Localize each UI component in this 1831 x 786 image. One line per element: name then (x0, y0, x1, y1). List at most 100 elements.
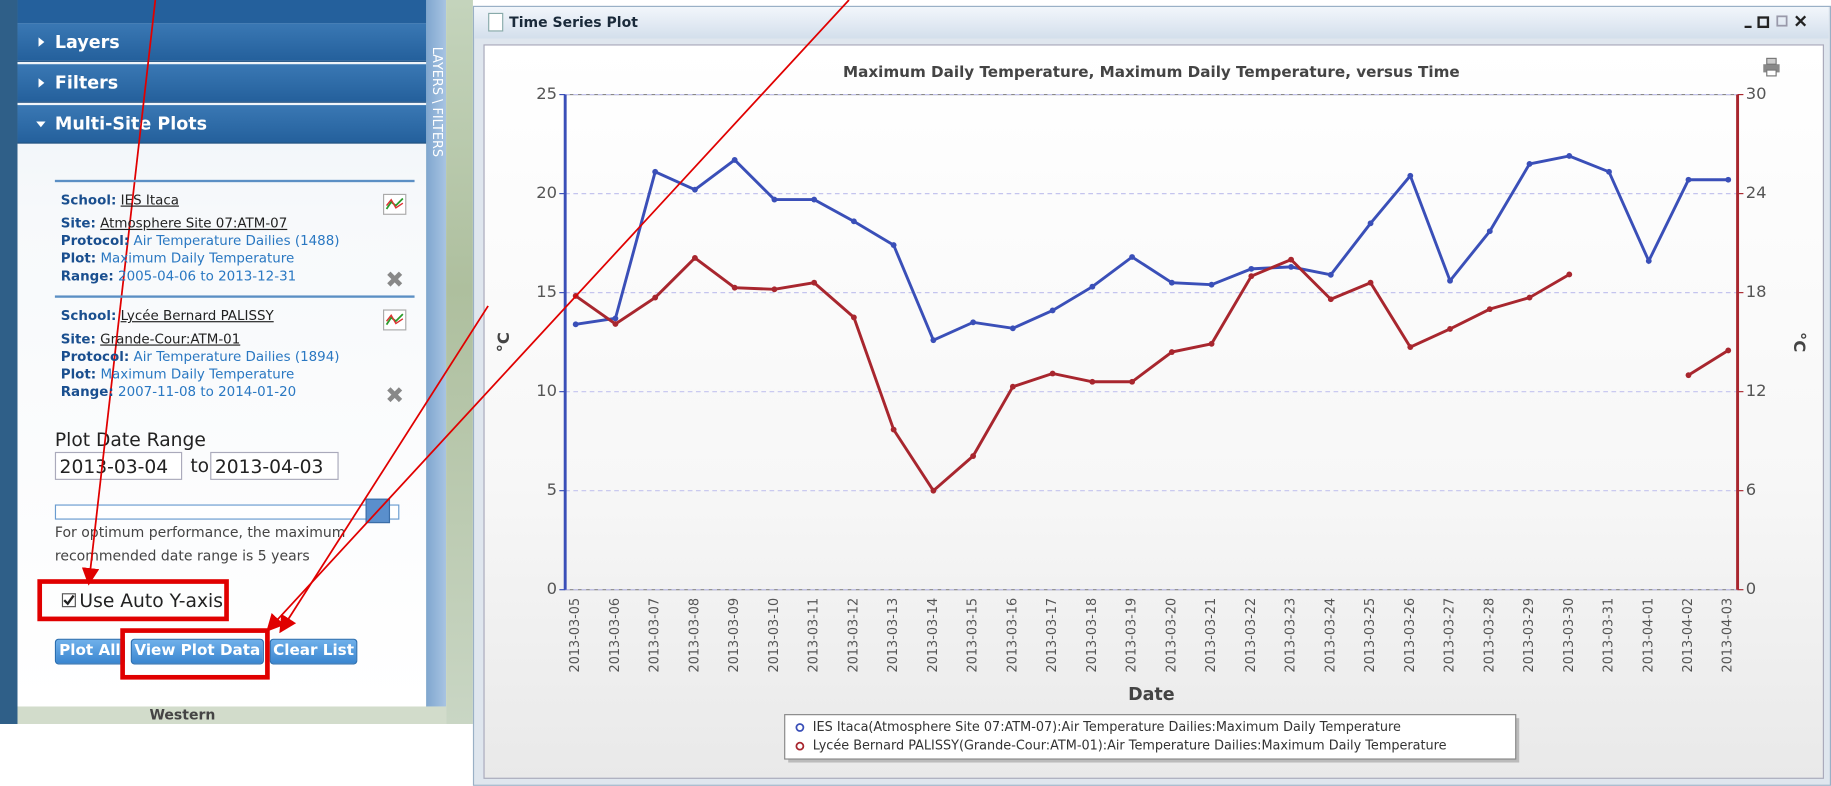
data-point (1685, 372, 1692, 379)
data-point (1367, 220, 1374, 227)
data-point (1526, 294, 1533, 301)
protocol-label: Protocol: (60, 232, 130, 249)
data-point (771, 196, 778, 203)
legend (784, 714, 1517, 760)
window-titlebar (474, 7, 1829, 39)
button[interactable]: Plot All (54, 638, 125, 665)
map-label: Western (149, 706, 216, 723)
site-entry: School: IES Itaca Site: Atmosphere Site 0… (54, 179, 415, 297)
entry-row: Site: Atmosphere Site 07:ATM-07 (61, 215, 288, 231)
site-value: Atmosphere Site 07:ATM-07 (100, 214, 288, 232)
button[interactable]: Clear List (269, 638, 358, 665)
window-controls[interactable] (1740, 12, 1828, 33)
x-tick-label: 2013-03-30 (1562, 598, 1577, 673)
plot-value: Maximum Daily Temperature (100, 249, 295, 267)
remove-icon[interactable] (387, 271, 403, 287)
x-tick-label: 2013-03-10 (767, 598, 782, 673)
data-point (1009, 383, 1016, 390)
remove-icon[interactable] (387, 387, 403, 403)
data-point (1208, 281, 1215, 288)
legend-marker (795, 723, 805, 732)
data-point (731, 284, 738, 291)
x-tick-label: 2013-03-11 (807, 598, 822, 673)
checkbox[interactable] (61, 593, 76, 608)
y-axis-label: °C (494, 332, 513, 352)
y-tick-label: 10 (536, 381, 557, 400)
y-tick-label: 0 (547, 579, 557, 598)
protocol-label: Protocol: (60, 347, 130, 365)
data-point (1049, 370, 1056, 377)
plot-icon[interactable] (383, 193, 407, 215)
legend-marker (795, 741, 805, 751)
highlight-box (120, 628, 270, 680)
section-header[interactable]: Multi-Site Plots (17, 105, 427, 144)
map-strip (0, 0, 18, 724)
plot-icon[interactable] (383, 309, 407, 331)
entry-row: School: Lycée Bernard PALISSY (61, 307, 274, 323)
y-tick-label: 25 (536, 84, 557, 103)
range-label: Range: (60, 383, 114, 400)
checkbox-label: Use Auto Y-axis (79, 589, 223, 612)
x-tick-label: 2013-03-18 (1085, 598, 1100, 673)
sidebar-top (17, 0, 427, 24)
start-date-input[interactable]: 2013-03-04 (54, 451, 183, 480)
x-tick-label: 2013-03-22 (1244, 598, 1259, 673)
legend-label: IES Itaca(Atmosphere Site 07:ATM-07):Air… (813, 720, 1401, 735)
print-icon[interactable] (1760, 56, 1783, 77)
x-axis-label: Date (1128, 685, 1175, 705)
data-point (1288, 263, 1294, 270)
data-point (1566, 153, 1573, 159)
chart-title: Maximum Daily Temperature, Maximum Daily… (843, 63, 1460, 81)
data-point (1288, 256, 1294, 263)
entry-row: Range: 2007-11-08 to 2014-01-20 (61, 383, 296, 399)
data-point (1645, 258, 1652, 264)
entry-row: Protocol: Air Temperature Dailies (1894) (61, 348, 340, 364)
x-tick-label: 2013-03-29 (1522, 598, 1537, 673)
x-tick-label: 2013-03-12 (846, 598, 861, 673)
x-tick-label: 2013-03-27 (1443, 598, 1458, 673)
data-point (1089, 283, 1096, 290)
site-entry: School: Lycée Bernard PALISSY Site: Grand… (54, 295, 415, 412)
arrow (279, 305, 489, 634)
data-point (692, 186, 698, 193)
section-header[interactable]: Filters (17, 64, 427, 103)
entry-row: Plot: Maximum Daily Temperature (61, 250, 294, 266)
section-header[interactable]: Layers (17, 23, 427, 62)
x-tick-label: 2013-03-24 (1323, 598, 1338, 673)
data-point (612, 315, 619, 322)
x-tick-label: 2013-03-28 (1482, 598, 1497, 673)
x-tick-label: 2013-03-07 (648, 598, 663, 673)
x-tick-label: 2013-03-31 (1602, 598, 1617, 673)
y2-tick-label: 0 (1746, 579, 1756, 598)
map (446, 0, 473, 724)
x-tick-label: 2013-03-16 (1005, 598, 1020, 673)
data-point (970, 319, 977, 326)
x-tick-label: 2013-03-20 (1164, 598, 1179, 673)
data-point (850, 218, 857, 225)
highlight-box (37, 579, 229, 622)
y2-tick-label: 18 (1746, 282, 1767, 301)
data-point (1486, 306, 1493, 313)
date-slider[interactable] (54, 504, 400, 520)
entry-row: Protocol: Air Temperature Dailies (1488) (61, 232, 340, 248)
y-tick-label: 20 (536, 183, 557, 202)
note: recommended date range is 5 years (54, 547, 310, 565)
entry-row: Plot: Maximum Daily Temperature (61, 365, 294, 381)
y2-tick-label: 6 (1746, 480, 1756, 499)
button[interactable]: View Plot Data (130, 638, 264, 665)
data-point (612, 321, 619, 327)
side-tab[interactable] (426, 0, 447, 707)
x-tick-label: 2013-03-09 (727, 598, 742, 673)
entry-row: School: IES Itaca (61, 192, 179, 208)
x-tick-label: 2013-03-15 (966, 598, 981, 673)
note: For optimum performance, the maximum (54, 524, 346, 541)
data-point (1327, 296, 1334, 303)
window-icon (488, 12, 504, 32)
data-point (930, 337, 937, 344)
end-date-input[interactable]: 2013-04-03 (210, 451, 339, 480)
data-point (1049, 307, 1056, 314)
